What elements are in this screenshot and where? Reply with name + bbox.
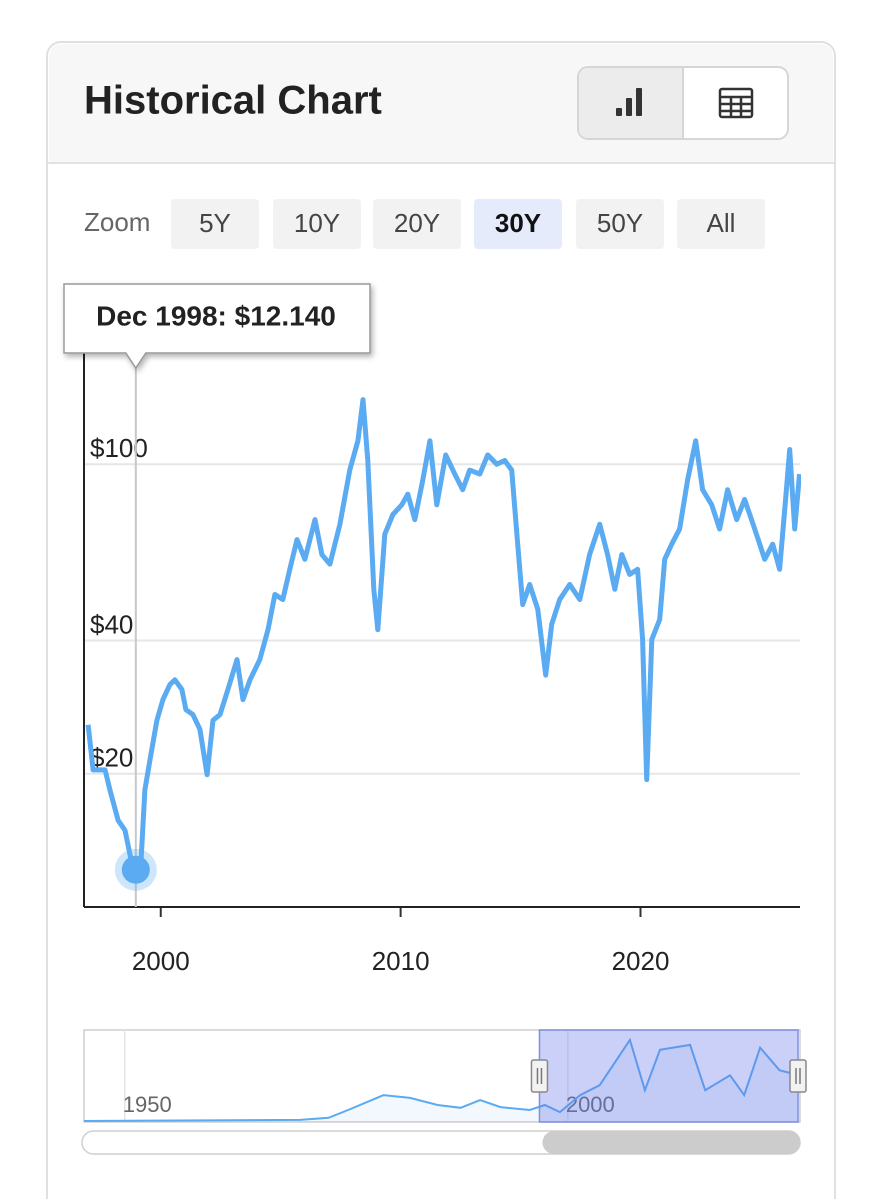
scrollbar-thumb[interactable]: [542, 1131, 800, 1154]
zoom-button-label: All: [707, 208, 736, 238]
zoom-button-label: 10Y: [294, 208, 340, 238]
navigator-area: [84, 1039, 800, 1122]
zoom-button[interactable]: [677, 199, 765, 249]
zoom-buttons: 5Y 10Y 20Y 30Y 50Y All: [171, 199, 765, 249]
y-tick-label: $40: [90, 609, 133, 639]
view-toggle: [577, 66, 789, 140]
chart-icon: [616, 88, 642, 116]
y-tick-label: $100: [90, 433, 148, 463]
tooltip-box: [63, 283, 371, 370]
navigator-handle[interactable]: [530, 1059, 549, 1093]
navigator-tick-label: 1950: [123, 1092, 172, 1117]
hover-marker: [121, 855, 150, 884]
zoom-button[interactable]: [171, 199, 259, 249]
tooltip-label: Dec 1998: $12.140: [96, 300, 336, 331]
table-view-button[interactable]: [684, 68, 787, 138]
zoom-button-label: 5Y: [199, 208, 231, 238]
zoom-button-label: 50Y: [597, 208, 643, 238]
zoom-button[interactable]: [474, 199, 562, 249]
chart-title: Historical Chart: [84, 79, 382, 123]
zoom-button-label: 20Y: [394, 208, 440, 238]
navigator-selection: [538, 1029, 799, 1123]
zoom-button[interactable]: [373, 199, 461, 249]
zoom-button[interactable]: [273, 199, 361, 249]
x-tick-label: 2000: [132, 946, 190, 976]
navigator: 1950 2000: [81, 1029, 807, 1155]
navigator-handle[interactable]: [789, 1059, 807, 1093]
navigator-tick-label: 2000: [566, 1092, 615, 1117]
table-icon: [718, 87, 754, 119]
zoom-label: Zoom: [84, 207, 150, 237]
navigator-line: [84, 1037, 800, 1122]
price-line: [85, 397, 801, 873]
navigator-frame: [83, 1029, 801, 1123]
x-tick-label: 2010: [372, 946, 430, 976]
x-tick-label: 2020: [612, 946, 670, 976]
zoom-button[interactable]: [576, 199, 664, 249]
zoom-button-label: 30Y: [495, 208, 541, 238]
